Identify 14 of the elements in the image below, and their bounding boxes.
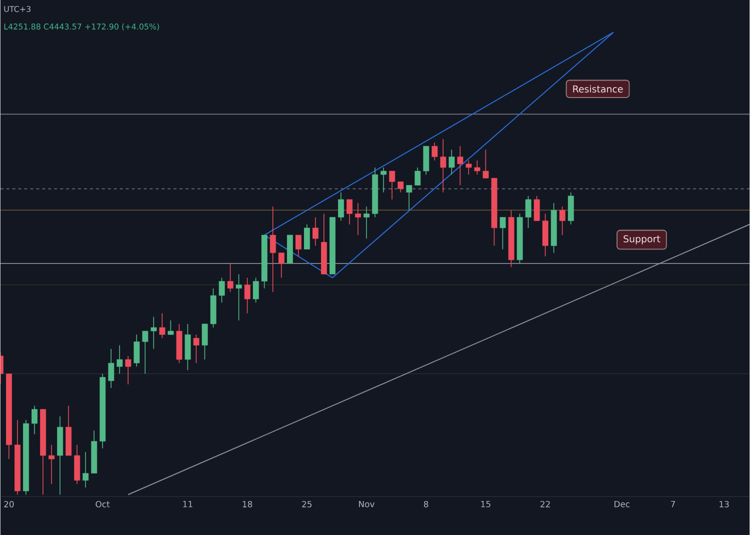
annotation: Support <box>624 235 660 244</box>
x-tick-label: Nov <box>359 500 374 508</box>
x-tick-label: 7 <box>670 500 675 507</box>
text: Resistance <box>573 85 623 92</box>
x-tick-label: Oct <box>96 500 110 508</box>
x-tick-label: 15 <box>481 500 490 508</box>
x-tick-label: 22 <box>540 500 550 508</box>
x-tick-label: Dec <box>614 500 630 508</box>
x-tick-label: 18 <box>242 500 252 508</box>
x-tick-label: 25 <box>302 500 312 508</box>
x-tick-label: 13 <box>720 500 729 508</box>
x-tick-label: 8 <box>424 500 428 508</box>
x-tick-label: 11 <box>183 500 192 507</box>
x-tick-label: 20 <box>4 500 14 508</box>
